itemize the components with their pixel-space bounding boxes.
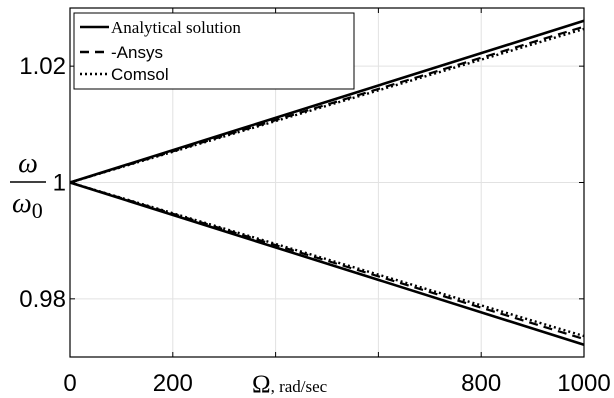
y-axis-label-denominator: ω0 xyxy=(12,188,43,223)
y-axis-label-numerator: ω xyxy=(18,148,38,179)
x-axis-label: Ω, rad/sec xyxy=(252,371,328,398)
legend-box xyxy=(73,12,355,90)
legend: Analytical solution -Ansys Comsol xyxy=(73,12,355,90)
series-line-solid-upper xyxy=(69,19,585,184)
x-tick-label: 0 xyxy=(63,370,76,397)
y-tick-labels: 0.98 1 1.02 xyxy=(19,53,66,313)
y-tick-label: 1.02 xyxy=(19,53,66,80)
x-tick-labels: 0 200 800 1000 xyxy=(63,370,610,397)
y-tick-label: 0.98 xyxy=(19,286,66,313)
y-tick-label: 1 xyxy=(53,170,66,197)
x-tick-label: 200 xyxy=(153,370,193,397)
x-axis-unit: , rad/sec xyxy=(271,377,328,396)
series-layer xyxy=(69,19,585,347)
y-axis-omega: ω xyxy=(12,188,32,219)
x-tick-label: 1000 xyxy=(557,370,610,397)
legend-label-ansys: -Ansys xyxy=(111,43,163,62)
x-tick-label: 800 xyxy=(461,370,501,397)
y-axis-subscript: 0 xyxy=(32,198,43,223)
series-line-solid-lower xyxy=(69,181,585,347)
x-axis-symbol: Ω xyxy=(252,371,271,398)
y-axis-label: ω ω0 xyxy=(10,148,46,223)
legend-label-comsol: Comsol xyxy=(111,65,169,84)
legend-label-analytical: Analytical solution xyxy=(111,18,241,37)
